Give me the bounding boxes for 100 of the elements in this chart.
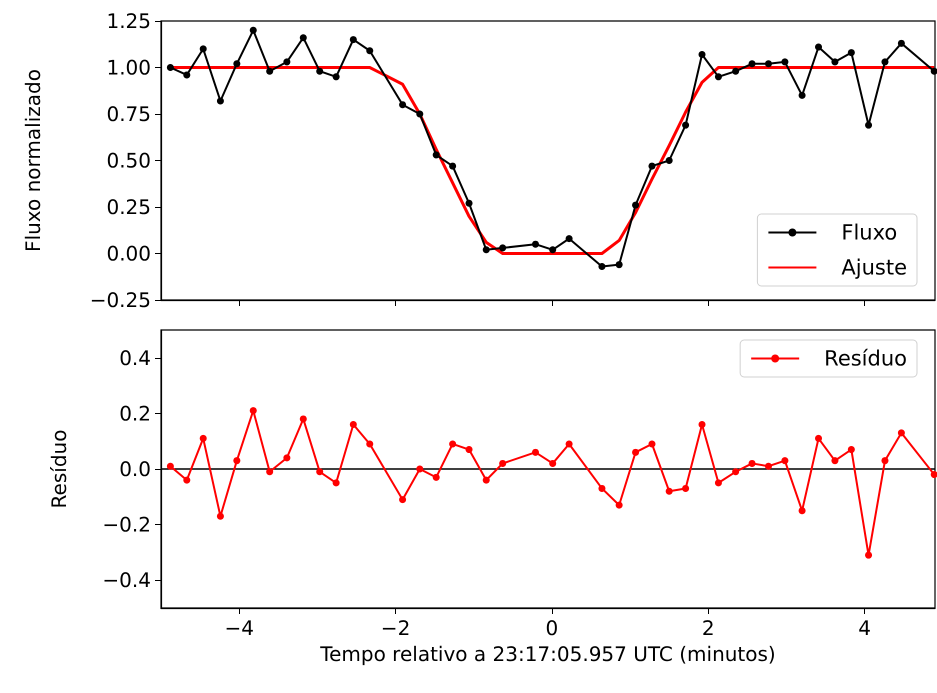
point	[266, 468, 274, 476]
point	[682, 122, 690, 129]
point	[399, 496, 406, 504]
point	[666, 488, 673, 495]
point	[764, 60, 772, 68]
point	[732, 468, 740, 476]
point	[366, 47, 374, 54]
point	[166, 462, 174, 470]
point	[283, 454, 290, 462]
y-tick-label: 0.0	[119, 457, 151, 481]
point	[332, 479, 340, 486]
legend-label: Fluxo	[841, 220, 898, 244]
point	[764, 462, 772, 470]
point	[499, 244, 506, 252]
y-tick-label: 0.75	[106, 102, 151, 126]
point	[748, 460, 756, 467]
y-tick-label: 0.50	[106, 148, 151, 172]
point	[183, 476, 190, 484]
x-tick-label: −4	[224, 616, 254, 640]
point	[166, 64, 174, 71]
point	[566, 235, 573, 242]
point	[216, 97, 224, 104]
point	[831, 457, 838, 464]
point	[732, 68, 740, 75]
point	[666, 157, 673, 164]
x-tick-label: 2	[702, 616, 715, 640]
point	[449, 162, 456, 170]
y-axis-title: Fluxo normalizado	[21, 69, 45, 252]
point	[482, 476, 490, 484]
point	[598, 263, 606, 270]
point	[499, 460, 506, 467]
point	[648, 440, 656, 448]
point	[532, 240, 539, 248]
point	[200, 434, 207, 442]
point	[300, 415, 307, 422]
point	[698, 421, 706, 428]
point	[183, 71, 190, 78]
point	[416, 110, 424, 118]
point	[300, 34, 307, 42]
legend-label: Resíduo	[824, 346, 908, 370]
y-tick-label: 0.4	[119, 346, 151, 370]
x-axis-title: Tempo relativo a 23:17:05.957 UTC (minutos)	[319, 642, 776, 666]
point	[848, 446, 855, 454]
point	[316, 68, 324, 75]
y-tick-label: 0.00	[106, 242, 151, 266]
point	[598, 484, 606, 492]
x-tick-label: 4	[858, 616, 872, 640]
point	[815, 434, 822, 442]
point	[881, 457, 888, 464]
point	[466, 446, 473, 454]
point	[233, 457, 240, 464]
point	[549, 246, 556, 254]
point	[781, 457, 788, 464]
point	[250, 407, 257, 414]
point	[798, 507, 806, 514]
y-axis-title: Resíduo	[47, 430, 71, 508]
y-tick-label: 0.2	[119, 401, 151, 426]
point	[848, 49, 855, 56]
point	[714, 73, 722, 80]
y-tick-label: −0.4	[102, 568, 151, 592]
x-tick-label: −2	[380, 616, 410, 640]
point	[200, 45, 207, 52]
point	[632, 448, 640, 456]
point	[616, 261, 623, 268]
point	[350, 36, 357, 44]
point	[865, 552, 872, 559]
point	[616, 502, 623, 509]
point	[216, 512, 224, 520]
point	[350, 421, 357, 428]
point	[566, 440, 573, 448]
point	[698, 50, 706, 58]
point	[831, 58, 838, 66]
point	[432, 151, 440, 158]
point	[399, 101, 406, 108]
point	[865, 122, 872, 129]
y-tick-label: −0.2	[102, 512, 151, 537]
point	[250, 26, 257, 34]
point	[532, 448, 539, 456]
point	[632, 202, 640, 209]
point	[482, 246, 490, 254]
point	[881, 58, 888, 66]
point	[714, 479, 722, 486]
point	[449, 440, 456, 448]
point	[682, 484, 690, 492]
point	[930, 471, 937, 478]
point	[432, 474, 440, 481]
point	[466, 200, 473, 207]
point	[815, 44, 822, 51]
point	[233, 60, 240, 68]
point	[332, 73, 340, 80]
point	[898, 429, 905, 436]
y-tick-label: 0.25	[106, 195, 151, 219]
point	[898, 40, 905, 47]
y-tick-label: 1.25	[106, 9, 151, 33]
legend-label: Ajuste	[841, 256, 908, 280]
point	[781, 58, 788, 66]
point	[283, 58, 290, 66]
point	[416, 466, 424, 472]
y-tick-label: 1.00	[106, 56, 151, 80]
point	[549, 460, 556, 467]
